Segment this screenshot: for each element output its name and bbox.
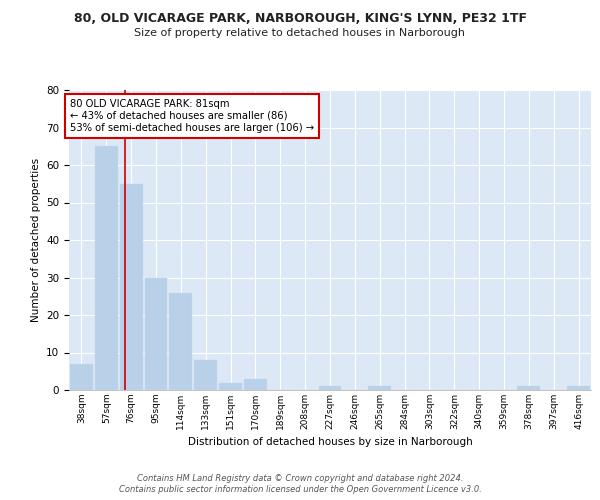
Bar: [169, 292, 192, 390]
Bar: [70, 364, 93, 390]
Bar: [194, 360, 217, 390]
Bar: [219, 382, 242, 390]
Bar: [517, 386, 540, 390]
Text: 80 OLD VICARAGE PARK: 81sqm
← 43% of detached houses are smaller (86)
53% of sem: 80 OLD VICARAGE PARK: 81sqm ← 43% of det…: [70, 100, 314, 132]
Y-axis label: Number of detached properties: Number of detached properties: [31, 158, 41, 322]
Bar: [567, 386, 590, 390]
Text: Size of property relative to detached houses in Narborough: Size of property relative to detached ho…: [134, 28, 466, 38]
Bar: [95, 146, 118, 390]
X-axis label: Distribution of detached houses by size in Narborough: Distribution of detached houses by size …: [188, 438, 472, 448]
Bar: [145, 278, 167, 390]
Bar: [368, 386, 391, 390]
Bar: [120, 184, 143, 390]
Text: 80, OLD VICARAGE PARK, NARBOROUGH, KING'S LYNN, PE32 1TF: 80, OLD VICARAGE PARK, NARBOROUGH, KING'…: [74, 12, 527, 26]
Bar: [244, 379, 267, 390]
Bar: [319, 386, 341, 390]
Text: Contains HM Land Registry data © Crown copyright and database right 2024.
Contai: Contains HM Land Registry data © Crown c…: [119, 474, 481, 494]
